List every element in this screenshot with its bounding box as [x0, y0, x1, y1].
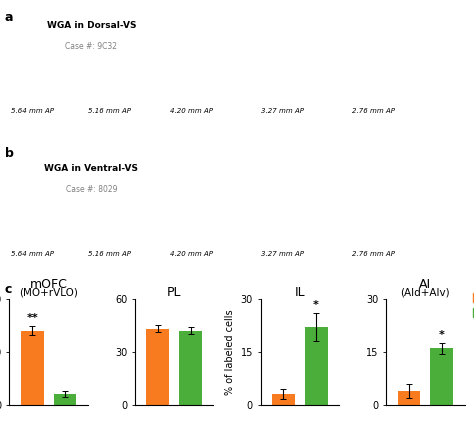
Title: PL: PL: [167, 286, 182, 299]
Text: 2.76 mm AP: 2.76 mm AP: [352, 109, 395, 115]
Text: 4.20 mm AP: 4.20 mm AP: [170, 251, 213, 257]
Text: a: a: [5, 11, 13, 24]
Bar: [398, 391, 420, 405]
Text: b: b: [5, 147, 14, 160]
Text: (Ald+Alv): (Ald+Alv): [401, 288, 450, 298]
Text: 4.20 mm AP: 4.20 mm AP: [170, 109, 213, 115]
Bar: [54, 394, 76, 405]
Title: mOFC: mOFC: [30, 278, 68, 291]
Bar: [179, 331, 202, 405]
Y-axis label: % of labeled cells: % of labeled cells: [225, 309, 235, 394]
Text: 3.27 mm AP: 3.27 mm AP: [261, 109, 304, 115]
Bar: [272, 394, 295, 405]
Text: 2.76 mm AP: 2.76 mm AP: [352, 251, 395, 257]
Text: **: **: [27, 313, 38, 323]
Title: IL: IL: [294, 286, 305, 299]
Text: c: c: [5, 283, 12, 296]
Text: WGA in Dorsal-VS: WGA in Dorsal-VS: [46, 21, 136, 30]
Bar: [430, 348, 453, 405]
Text: 3.27 mm AP: 3.27 mm AP: [261, 251, 304, 257]
Bar: [146, 329, 169, 405]
Text: *: *: [313, 300, 319, 310]
Bar: [21, 331, 44, 405]
Bar: [305, 327, 328, 405]
Text: *: *: [439, 330, 445, 340]
Text: 5.64 mm AP: 5.64 mm AP: [11, 109, 54, 115]
Text: 5.16 mm AP: 5.16 mm AP: [88, 109, 131, 115]
Text: WGA in Ventral-VS: WGA in Ventral-VS: [45, 164, 138, 173]
Text: Case #: 9C32: Case #: 9C32: [65, 43, 118, 52]
Title: AI: AI: [419, 278, 431, 291]
Text: 5.64 mm AP: 5.64 mm AP: [11, 251, 54, 257]
Text: 5.16 mm AP: 5.16 mm AP: [88, 251, 131, 257]
Text: Case #: 8029: Case #: 8029: [65, 185, 117, 194]
Text: (MO+rVLO): (MO+rVLO): [19, 288, 78, 298]
